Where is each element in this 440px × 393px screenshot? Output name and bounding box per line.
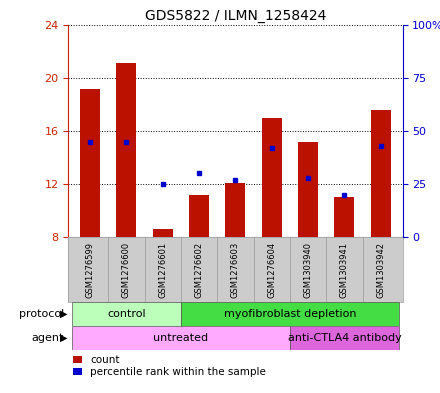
Text: untreated: untreated [153, 333, 209, 343]
Bar [72, 302, 181, 326]
Text: GSM1303940: GSM1303940 [304, 242, 312, 298]
Bar [181, 302, 399, 326]
Bar [262, 118, 282, 237]
Text: GSM1276603: GSM1276603 [231, 242, 240, 298]
Text: ▶: ▶ [60, 309, 67, 319]
Bar [298, 141, 318, 237]
Text: agent: agent [31, 333, 64, 343]
Legend: count, percentile rank within the sample: count, percentile rank within the sample [73, 355, 266, 377]
Bar [72, 326, 290, 350]
Text: GSM1276602: GSM1276602 [194, 242, 204, 298]
Bar [80, 88, 100, 237]
Text: GSM1276599: GSM1276599 [85, 242, 95, 298]
Bar [290, 326, 399, 350]
Text: GSM1276601: GSM1276601 [158, 242, 167, 298]
Bar [116, 63, 136, 237]
Text: GSM1276600: GSM1276600 [122, 242, 131, 298]
Text: GSM1303941: GSM1303941 [340, 242, 349, 298]
Bar [371, 110, 391, 237]
Text: myofibroblast depletion: myofibroblast depletion [224, 309, 356, 319]
Bar [334, 197, 355, 237]
Bar [189, 195, 209, 237]
Text: control: control [107, 309, 146, 319]
Text: ▶: ▶ [60, 333, 67, 343]
Text: protocol: protocol [18, 309, 64, 319]
Bar [225, 183, 246, 237]
Bar [153, 229, 173, 237]
Text: anti-CTLA4 antibody: anti-CTLA4 antibody [288, 333, 401, 343]
Text: GSM1276604: GSM1276604 [267, 242, 276, 298]
Text: GSM1303942: GSM1303942 [376, 242, 385, 298]
Title: GDS5822 / ILMN_1258424: GDS5822 / ILMN_1258424 [145, 9, 326, 22]
